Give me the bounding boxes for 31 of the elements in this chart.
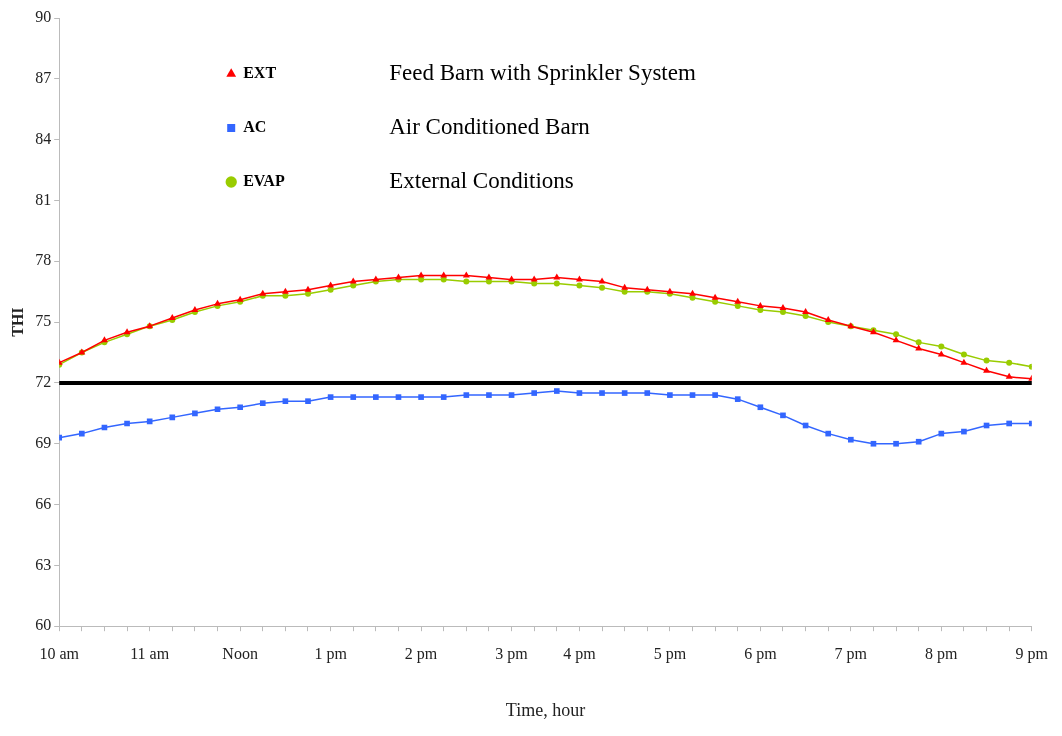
x-tick-label: 1 pm: [314, 645, 348, 663]
x-tick-label: Noon: [222, 645, 258, 662]
y-tick-label: 60: [35, 616, 52, 634]
x-tick-label: 4 pm: [563, 645, 597, 663]
y-tick-label: 90: [35, 8, 52, 26]
x-tick-label: 10 am: [39, 645, 80, 662]
x-axis-title: Time, hour: [505, 699, 586, 720]
x-tick-label: 6 pm: [744, 645, 778, 663]
annotation: External Conditions: [389, 168, 574, 194]
x-tick-label: 3 pm: [495, 645, 529, 663]
y-axis-title: THI: [8, 307, 26, 337]
x-tick-label: 7 pm: [834, 645, 868, 663]
y-tick-label: 78: [35, 251, 52, 269]
x-tick-label: 9 pm: [1015, 645, 1049, 663]
legend-label: AC: [243, 118, 267, 136]
y-tick-label: 75: [35, 312, 52, 330]
x-tick-label: 5 pm: [653, 645, 687, 663]
annotation: Feed Barn with Sprinkler System: [389, 60, 696, 86]
y-tick-label: 87: [35, 69, 52, 87]
y-tick-label: 84: [35, 129, 52, 147]
y-tick-label: 63: [35, 555, 52, 573]
legend-label: EVAP: [243, 172, 285, 190]
x-tick-label: 11 am: [130, 645, 170, 662]
y-tick-label: 69: [35, 433, 52, 451]
x-tick-label: 8 pm: [925, 645, 959, 663]
legend-label: EXT: [243, 64, 277, 82]
y-tick-label: 66: [35, 494, 52, 512]
y-tick-label: 72: [35, 373, 52, 391]
x-tick-label: 2 pm: [404, 645, 438, 663]
y-tick-label: 81: [35, 190, 52, 208]
annotation: Air Conditioned Barn: [389, 114, 591, 140]
